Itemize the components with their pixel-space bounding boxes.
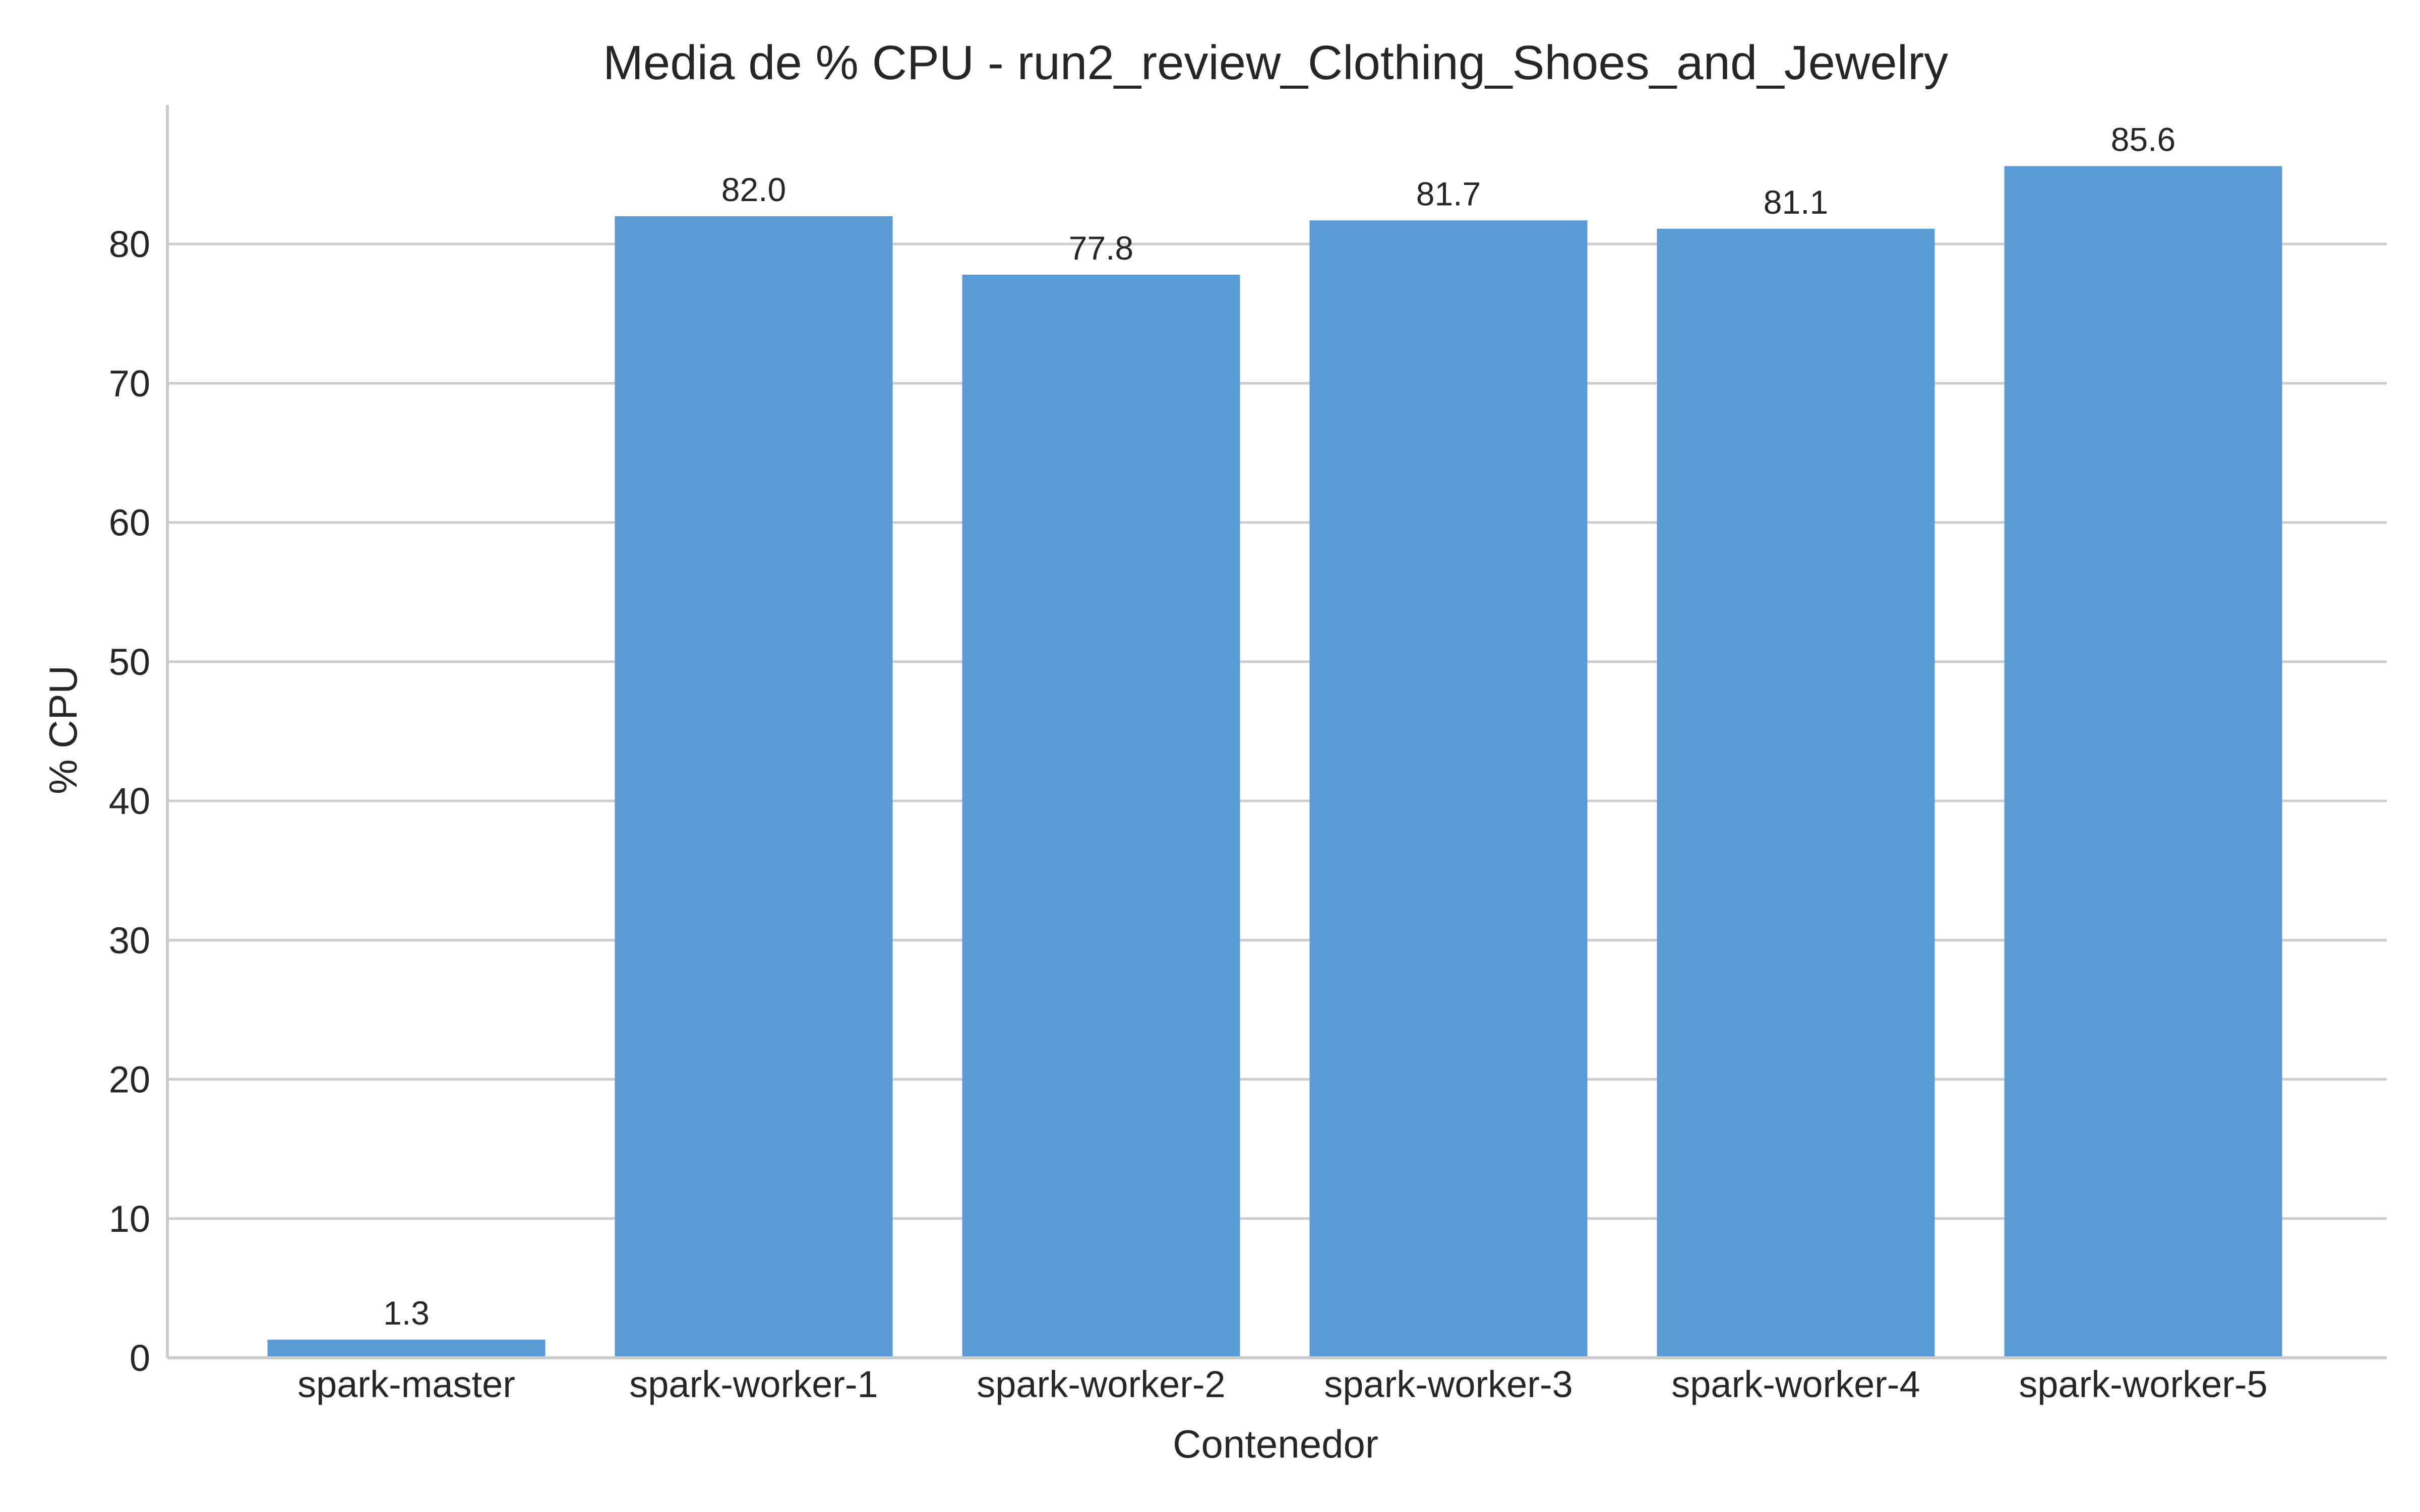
bar-spark-worker-2	[962, 274, 1240, 1358]
x-tick-label-spark-master: spark-master	[297, 1363, 515, 1405]
data-label-spark-worker-3: 81.7	[1416, 175, 1481, 212]
y-tick-label-0: 0	[130, 1337, 150, 1379]
y-tick-label-50: 50	[109, 641, 150, 683]
data-labels: 1.3 82.0 77.8 81.7 81.1 85.6	[383, 121, 2175, 1332]
x-tick-label-spark-worker-4: spark-worker-4	[1671, 1363, 1920, 1405]
x-tick-label-spark-worker-1: spark-worker-1	[629, 1363, 878, 1405]
bar-spark-worker-1	[615, 216, 893, 1358]
grid	[167, 242, 2387, 1220]
y-tick-label-20: 20	[109, 1059, 150, 1101]
y-tick-label-10: 10	[109, 1198, 150, 1240]
y-tick-label-40: 40	[109, 780, 150, 822]
x-tick-label-spark-worker-3: spark-worker-3	[1324, 1363, 1572, 1405]
bar-spark-worker-4	[1657, 228, 1935, 1358]
x-axis-label: Contenedor	[1173, 1422, 1378, 1466]
data-label-spark-worker-5: 85.6	[2111, 121, 2175, 158]
y-tick-label-60: 60	[109, 502, 150, 544]
y-tick-label-70: 70	[109, 362, 150, 404]
x-tick-label-spark-worker-2: spark-worker-2	[977, 1363, 1225, 1405]
y-tick-label-30: 30	[109, 919, 150, 961]
y-tick-label-80: 80	[109, 223, 150, 265]
bar-spark-worker-3	[1309, 220, 1588, 1358]
y-axis-label: % CPU	[41, 665, 85, 794]
bars	[267, 166, 2282, 1358]
bar-spark-worker-5	[2004, 166, 2282, 1358]
data-label-spark-worker-4: 81.1	[1764, 183, 1828, 221]
data-label-spark-worker-2: 77.8	[1069, 229, 1133, 267]
bar-spark-master	[267, 1340, 546, 1358]
data-label-spark-master: 1.3	[383, 1294, 430, 1332]
chart-title: Media de % CPU - run2_review_Clothing_Sh…	[603, 36, 1948, 90]
y-tick-labels: 0 10 20 30 40 50 60 70 80	[109, 223, 150, 1379]
data-label-spark-worker-1: 82.0	[721, 171, 786, 208]
x-tick-labels: spark-master spark-worker-1 spark-worker-2…	[297, 1363, 2268, 1405]
x-tick-label-spark-worker-5: spark-worker-5	[2019, 1363, 2267, 1405]
